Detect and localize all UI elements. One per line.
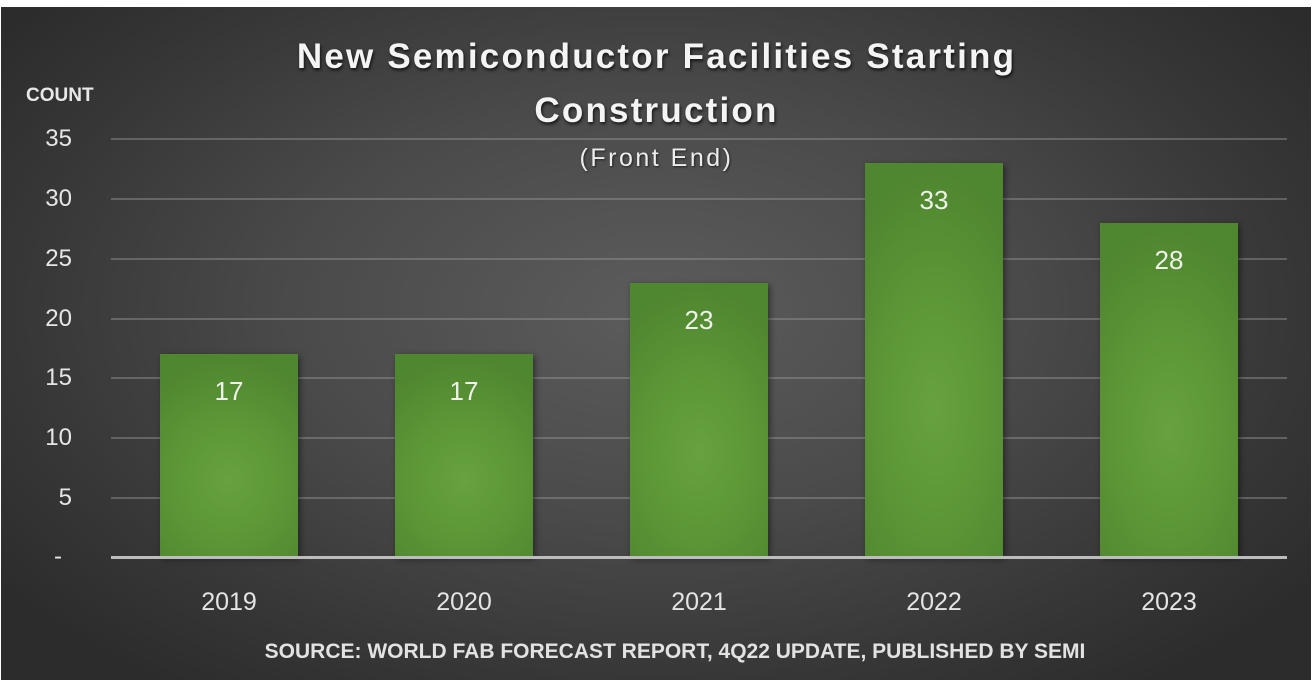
x-tick-2023: 2023 [1141, 588, 1197, 616]
y-tick-25: 25 [45, 245, 72, 272]
chart-subtitle: (Front End) [579, 144, 734, 172]
y-tick-30: 30 [45, 185, 72, 212]
bar-value-label: 33 [919, 185, 949, 215]
bar-2022: 33 [865, 163, 1003, 557]
gridline-35 [111, 138, 1287, 140]
x-tick-2019: 2019 [201, 588, 257, 616]
x-tick-2020: 2020 [436, 588, 492, 616]
y-axis-title: COUNT [26, 85, 94, 106]
gridline-25 [111, 258, 1287, 260]
bar-value-label: 23 [684, 305, 714, 335]
y-tick-35: 35 [45, 125, 72, 152]
y-tick-20: 20 [45, 305, 72, 332]
bar-2019: 17 [160, 354, 298, 557]
y-tick-15: 15 [45, 364, 72, 391]
y-tick-10: 10 [45, 424, 72, 451]
bar-2020: 17 [395, 354, 533, 557]
x-tick-2022: 2022 [906, 588, 962, 616]
chart-title-line-2: Construction [534, 91, 779, 130]
chart-title-line-1: New Semiconductor Facilities Starting [296, 37, 1017, 76]
bar-value-label: 28 [1154, 245, 1184, 275]
y-tick-0: - [54, 543, 62, 570]
bar-2023: 28 [1100, 223, 1238, 557]
x-tick-2021: 2021 [671, 588, 727, 616]
source-note: SOURCE: WORLD FAB FORECAST REPORT, 4Q22 … [264, 640, 1086, 663]
bar-value-label: 17 [214, 376, 244, 406]
y-tick-5: 5 [58, 484, 72, 511]
x-axis-line [111, 556, 1287, 559]
gridline-30 [111, 198, 1287, 200]
bar-value-label: 17 [449, 376, 479, 406]
bar-2021: 23 [630, 283, 768, 557]
